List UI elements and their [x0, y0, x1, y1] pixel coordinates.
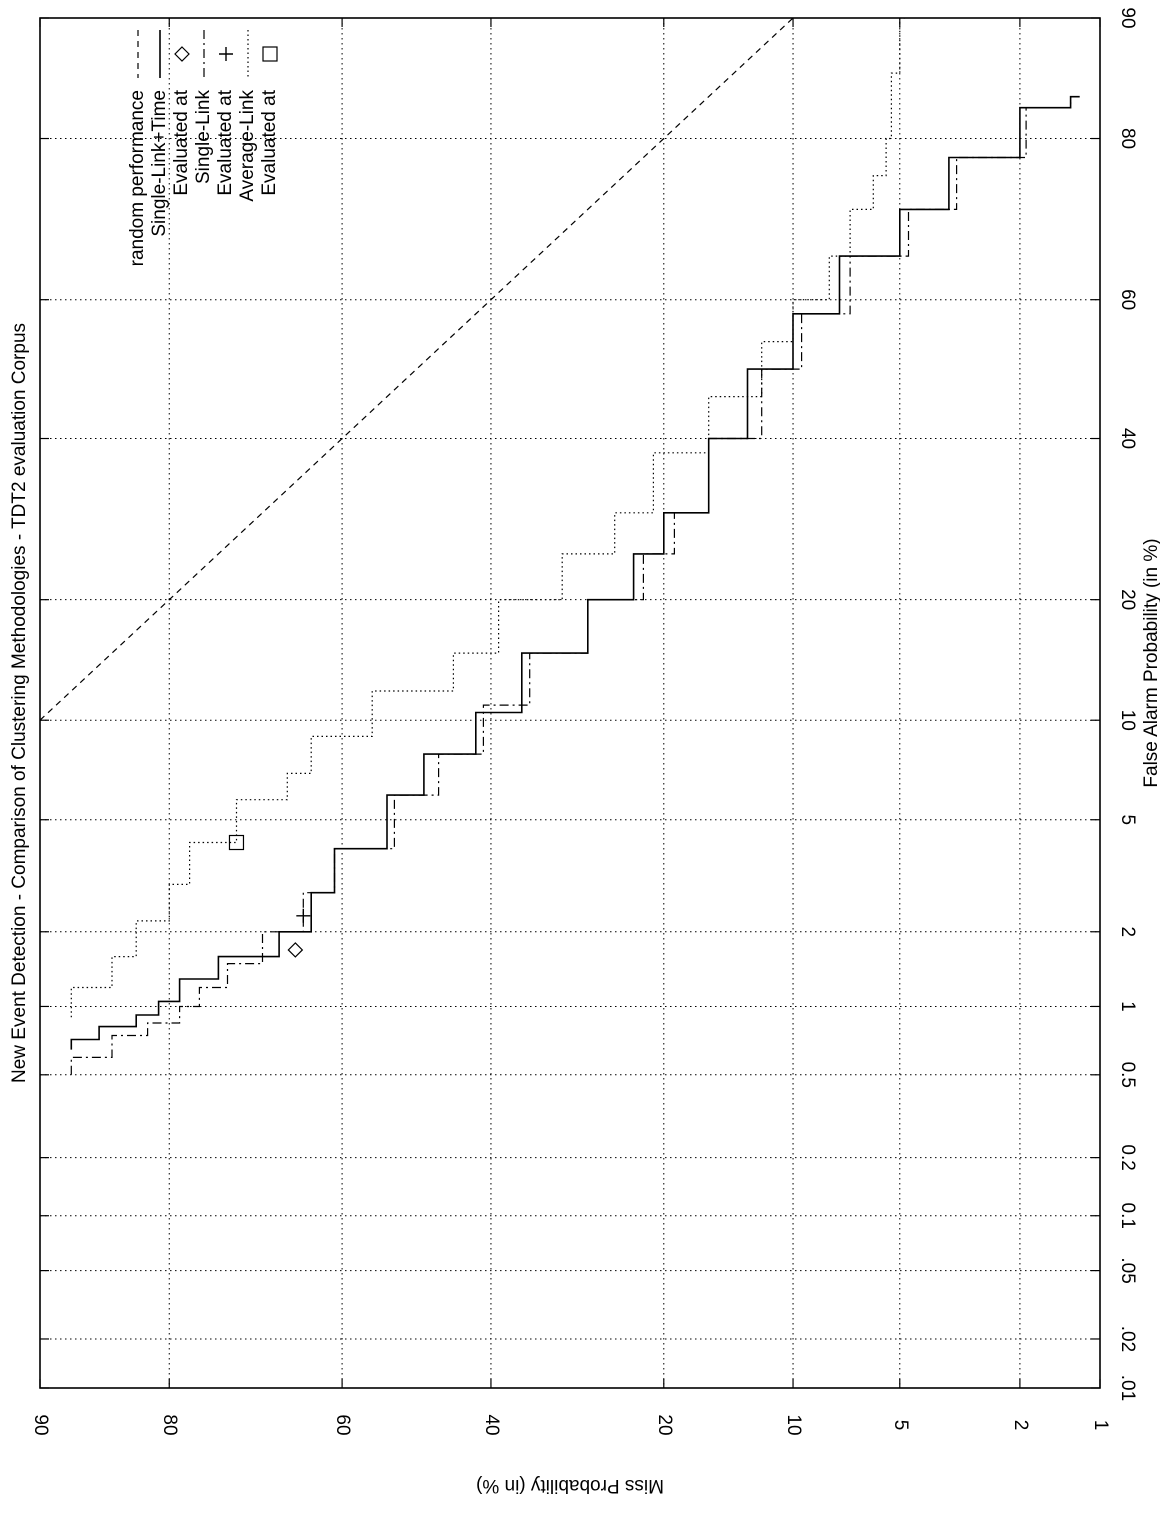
x-tick-label: 60: [1117, 289, 1138, 310]
y-tick-label: 60: [332, 1414, 353, 1435]
marker-square: [228, 834, 245, 851]
legend-label: random performance: [127, 90, 148, 266]
y-tick-label: 80: [159, 1414, 180, 1435]
legend-label: Average-Link: [237, 90, 258, 202]
series-line-random-performance: [40, 18, 794, 721]
x-tick-label: 0.5: [1117, 1062, 1138, 1088]
y-tick-label: 2: [1010, 1420, 1031, 1431]
y-tick-label: 5: [890, 1420, 911, 1431]
x-tick-label: .05: [1117, 1257, 1138, 1283]
y-tick-label: 20: [654, 1414, 675, 1435]
y-tick-label: 10: [783, 1414, 804, 1435]
x-tick-label: 40: [1117, 428, 1138, 449]
x-tick-label: 90: [1117, 7, 1138, 28]
y-axis-label: Miss Probability (in %): [476, 1475, 664, 1496]
legend-label: Evaluated at: [171, 89, 192, 195]
x-tick-label: 1: [1117, 1001, 1138, 1012]
x-tick-label: 0.1: [1117, 1203, 1138, 1229]
legend-label: Single-Link: [193, 90, 214, 184]
x-tick-label: .01: [1117, 1375, 1138, 1401]
x-tick-label: .02: [1117, 1326, 1138, 1352]
legend-label: Evaluated at: [215, 89, 236, 195]
x-tick-label: 5: [1117, 814, 1138, 825]
y-tick-label: 40: [481, 1414, 502, 1435]
legend-sample-plus: [219, 47, 233, 61]
legend-sample-diamond: [174, 46, 190, 62]
series-line-single-link: [70, 96, 1080, 1075]
marker-plus: [296, 908, 311, 923]
plot-frame: [39, 17, 1101, 1389]
series-line-average-link: [70, 18, 906, 1018]
x-tick-label: 0.2: [1117, 1144, 1138, 1170]
x-tick-label: 20: [1117, 589, 1138, 610]
series-line-single-link-time: [70, 95, 1080, 1050]
y-tick-label: 1: [1090, 1420, 1111, 1431]
x-tick-label: 2: [1117, 926, 1138, 937]
x-tick-label: 10: [1117, 710, 1138, 731]
chart-title: New Event Detection - Comparison of Clus…: [9, 323, 30, 1083]
legend-label: Single-Link+Time: [149, 90, 170, 237]
marker-diamond: [287, 942, 304, 958]
y-tick-label: 90: [30, 1414, 51, 1435]
x-axis-label: False Alarm Probability (in %): [1141, 538, 1160, 787]
legend-label: Evaluated at: [259, 89, 280, 195]
legend-sample-square: [262, 46, 278, 62]
x-tick-label: 80: [1117, 128, 1138, 149]
